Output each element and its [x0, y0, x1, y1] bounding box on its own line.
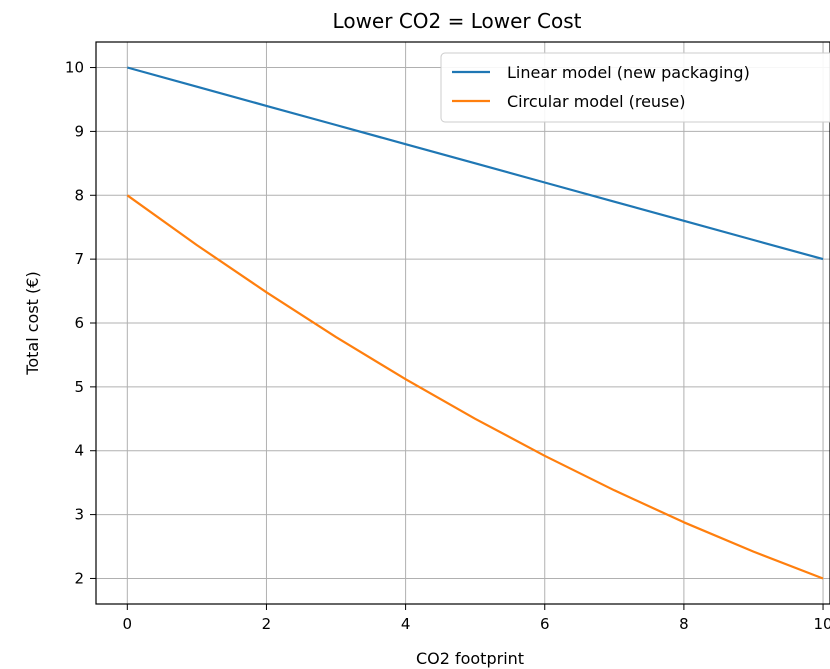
grid [96, 42, 830, 604]
x-axis-label: CO2 footprint [416, 649, 524, 668]
y-tick-label: 8 [74, 186, 84, 204]
legend-label-2: Circular model (reuse) [507, 92, 685, 111]
x-tick-label: 10 [813, 615, 830, 633]
legend: Linear model (new packaging) Circular mod… [440, 52, 830, 123]
series-line-1 [127, 66, 824, 261]
y-tick-label: 2 [74, 569, 84, 587]
legend-label-1: Linear model (new packaging) [507, 63, 750, 82]
x-tick-label: 4 [401, 615, 411, 633]
y-tick-label: 6 [74, 314, 84, 332]
y-tick-label: 10 [65, 59, 84, 77]
legend-box [440, 52, 830, 123]
y-tick-label: 3 [74, 506, 84, 524]
x-tick-label: 2 [262, 615, 272, 633]
x-tick-label: 6 [540, 615, 550, 633]
series-layer [126, 66, 824, 580]
y-tick-label: 5 [74, 378, 84, 396]
series-line-2 [126, 194, 824, 580]
axis-ticks: 0 2 4 6 8 10 2 3 4 5 6 7 8 9 10 [65, 59, 830, 633]
chart-title: Lower CO2 = Lower Cost [333, 9, 582, 33]
y-tick-label: 9 [74, 122, 84, 140]
y-axis-label: Total cost (€) [23, 271, 42, 375]
x-tick-label: 8 [679, 615, 689, 633]
y-tick-label: 7 [74, 250, 84, 268]
x-tick-label: 0 [123, 615, 133, 633]
y-tick-label: 4 [74, 442, 84, 460]
